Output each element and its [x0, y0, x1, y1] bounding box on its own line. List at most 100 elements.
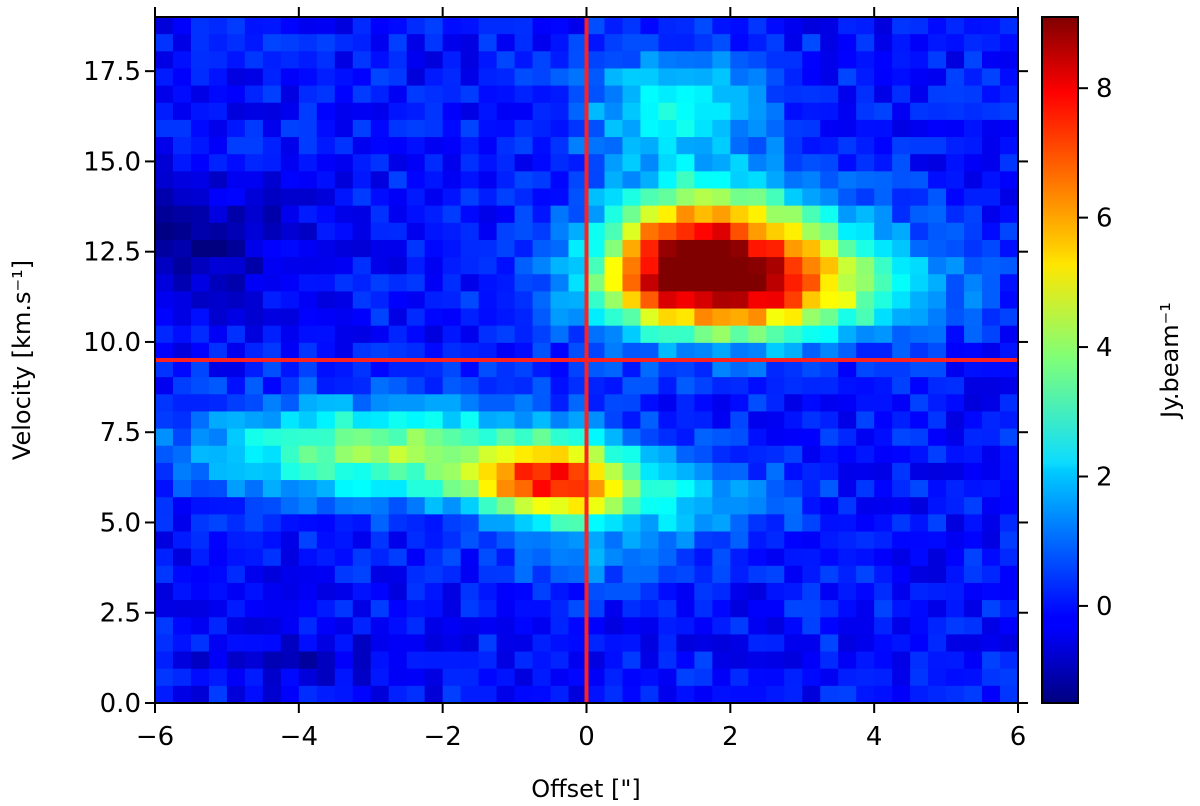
heatmap-cell [442, 497, 462, 515]
heatmap-cell [442, 274, 462, 292]
heatmap-cell [478, 34, 498, 52]
heatmap-cell [1000, 102, 1019, 121]
heatmap-cell [586, 634, 606, 653]
heatmap-cell [982, 411, 1001, 430]
heatmap-cell [550, 137, 570, 155]
heatmap-cell [730, 617, 749, 635]
heatmap-cell [1000, 205, 1019, 224]
heatmap-cell [388, 222, 408, 241]
heatmap-cell [784, 102, 803, 121]
heatmap-cell [280, 34, 300, 52]
heatmap-cell [280, 137, 300, 155]
heatmap-cell [550, 411, 570, 430]
heatmap-cell [406, 548, 426, 567]
heatmap-cell [604, 154, 624, 172]
heatmap-cell [406, 325, 426, 344]
heatmap-cell [478, 377, 498, 395]
heatmap-cell [478, 360, 498, 378]
heatmap-cell [946, 685, 965, 704]
heatmap-cell [766, 548, 785, 567]
heatmap-cell [208, 634, 228, 653]
heatmap-cell [784, 239, 803, 258]
heatmap-cell [208, 342, 228, 361]
heatmap-cell [712, 514, 731, 533]
heatmap-cell [766, 34, 785, 52]
heatmap-cell [928, 17, 947, 35]
heatmap-cell [388, 514, 408, 533]
heatmap-cell [712, 428, 731, 447]
heatmap-cell [982, 342, 1001, 361]
heatmap-cell [334, 239, 354, 258]
heatmap-cell [208, 205, 228, 224]
heatmap-cell [262, 205, 282, 224]
heatmap-cell [640, 668, 660, 687]
heatmap-cell [190, 291, 210, 310]
heatmap-cell [838, 634, 857, 653]
heatmap-cell [622, 565, 642, 584]
heatmap-cell [964, 531, 983, 550]
heatmap-cell [388, 325, 408, 344]
heatmap-cell [226, 668, 246, 687]
heatmap-cell [640, 462, 660, 481]
heatmap-cell [784, 480, 803, 498]
heatmap-cell [622, 137, 642, 155]
heatmap-cell [155, 85, 174, 104]
heatmap-cell [155, 137, 174, 155]
heatmap-cell [370, 308, 390, 327]
heatmap-cell [874, 34, 893, 52]
heatmap-cell [298, 445, 318, 464]
heatmap-cell [352, 119, 372, 138]
heatmap-cell [155, 600, 174, 618]
heatmap-cell [496, 651, 516, 670]
heatmap-cell [514, 394, 534, 413]
heatmap-cell [334, 34, 354, 52]
heatmap-cell [676, 685, 695, 704]
heatmap-cell [388, 257, 408, 275]
heatmap-cell [316, 582, 336, 601]
heatmap-cell [748, 668, 767, 687]
heatmap-cell [352, 17, 372, 35]
heatmap-cell [964, 51, 983, 70]
heatmap-cell [838, 514, 857, 533]
heatmap-cell [316, 34, 336, 52]
heatmap-cell [262, 497, 282, 515]
heatmap-cell [388, 497, 408, 515]
heatmap-cell [478, 17, 498, 35]
heatmap-cell [892, 85, 911, 104]
heatmap-cell [946, 171, 965, 190]
heatmap-cell [604, 514, 624, 533]
heatmap-cell [262, 514, 282, 533]
heatmap-cell [748, 85, 767, 104]
heatmap-cell [1000, 291, 1019, 310]
heatmap-cell [172, 548, 192, 567]
heatmap-cell [820, 360, 839, 378]
heatmap-cell [802, 68, 821, 87]
heatmap-cell [910, 257, 929, 275]
heatmap-cell [1000, 462, 1019, 481]
heatmap-cell [244, 497, 264, 515]
heatmap-cell [712, 651, 731, 670]
heatmap-cell [874, 308, 893, 327]
heatmap-cell [316, 480, 336, 498]
heatmap-cell [226, 394, 246, 413]
heatmap-cell [1000, 17, 1019, 35]
heatmap-cell [964, 685, 983, 704]
heatmap-cell [784, 565, 803, 584]
heatmap-cell [694, 119, 713, 138]
heatmap-cell [622, 582, 642, 601]
heatmap-cell [604, 445, 624, 464]
heatmap-cell [172, 480, 192, 498]
heatmap-cell [748, 480, 767, 498]
heatmap-cell [820, 205, 839, 224]
heatmap-cell [892, 651, 911, 670]
heatmap-cell [928, 617, 947, 635]
heatmap-cell [496, 205, 516, 224]
heatmap-cell [478, 51, 498, 70]
heatmap-cell [172, 565, 192, 584]
heatmap-cell [694, 360, 713, 378]
heatmap-cell [496, 17, 516, 35]
heatmap-cell [838, 137, 857, 155]
heatmap-cell [910, 497, 929, 515]
heatmap-cell [316, 514, 336, 533]
heatmap-cell [442, 548, 462, 567]
